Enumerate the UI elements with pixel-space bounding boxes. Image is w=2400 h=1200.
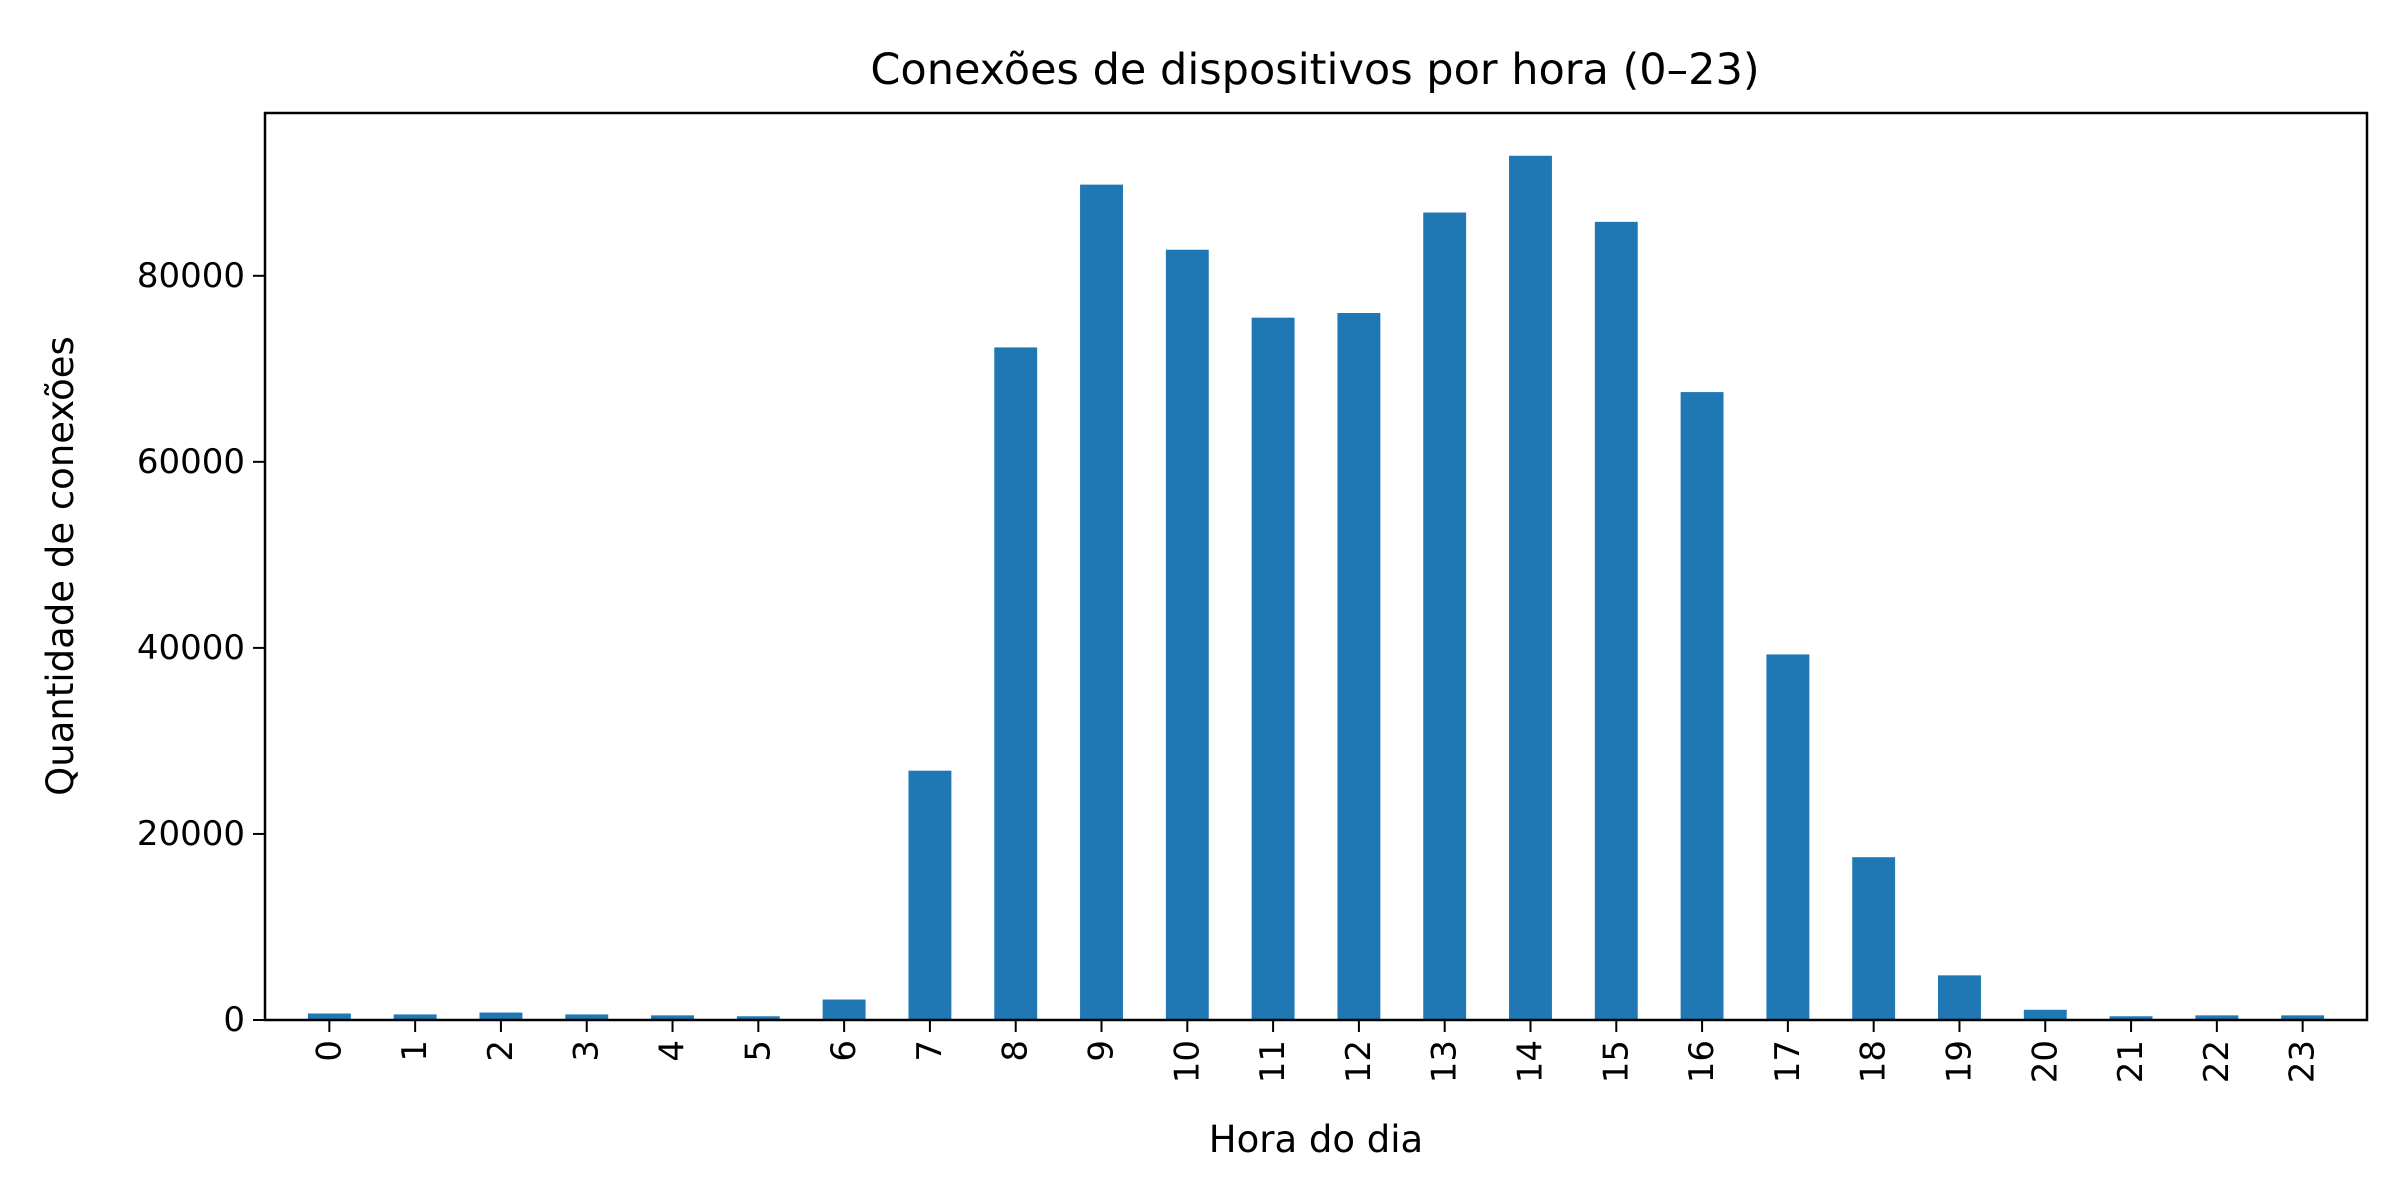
y-tick-label: 20000	[137, 814, 245, 854]
x-tick-label: 13	[1425, 1040, 1465, 1083]
y-tick-label: 40000	[137, 628, 245, 668]
x-tick-label: 21	[2111, 1040, 2151, 1083]
bar-hour-11	[1251, 317, 1295, 1020]
x-tick-label: 17	[1768, 1040, 1808, 1083]
plot-area-frame	[263, 111, 2369, 1022]
x-tick-label: 10	[1167, 1040, 1207, 1083]
bar-hour-13	[1423, 212, 1467, 1021]
x-tick-label: 1	[395, 1040, 435, 1062]
x-tick-label: 5	[738, 1040, 778, 1062]
y-tick-label: 60000	[137, 442, 245, 482]
bar-hour-9	[1080, 184, 1123, 1020]
x-tick-label: 20	[2025, 1040, 2065, 1083]
bar-hour-6	[822, 999, 866, 1020]
bar-hour-3	[565, 1014, 609, 1020]
y-axis-label: Quantidade de conexões	[39, 336, 82, 796]
bar-hour-22	[2195, 1015, 2239, 1020]
x-tick-label: 6	[824, 1040, 864, 1062]
x-tick-label: 7	[910, 1040, 950, 1062]
bar-hour-15	[1594, 221, 1638, 1021]
x-tick-label: 4	[653, 1040, 693, 1062]
bar-hour-14	[1509, 155, 1552, 1021]
x-tick-label: 0	[309, 1040, 349, 1062]
bar-hour-2	[479, 1012, 523, 1020]
x-tick-label: 23	[2283, 1040, 2323, 1083]
y-tick-label: 0	[223, 1000, 245, 1040]
bar-hour-12	[1337, 313, 1381, 1020]
x-axis-label: Hora do dia	[1209, 1118, 1423, 1161]
x-tick-label: 12	[1339, 1040, 1379, 1083]
x-tick-label: 16	[1682, 1040, 1722, 1083]
x-tick-label: 9	[1082, 1040, 1122, 1062]
bar-hour-4	[651, 1015, 694, 1020]
bars-group	[307, 155, 2325, 1021]
x-tick-label: 14	[1510, 1040, 1550, 1083]
bar-hour-7	[908, 770, 952, 1020]
bar-hour-18	[1852, 857, 1896, 1020]
bar-hour-8	[994, 347, 1038, 1020]
bar-hour-17	[1766, 654, 1810, 1020]
x-axis-ticks: 0 1 2 3 4 5 6 7 8 9 10 11 12 13 14 15 16 17 18 19 20 21 22 23	[309, 1020, 2323, 1083]
bar-hour-23	[2281, 1015, 2325, 1020]
x-tick-label: 19	[1939, 1040, 1979, 1083]
bar-hour-10	[1165, 249, 1209, 1020]
x-tick-label: 11	[1253, 1040, 1293, 1083]
y-tick-label: 80000	[137, 256, 245, 296]
x-tick-label: 15	[1596, 1040, 1636, 1083]
bar-hour-20	[2023, 1009, 2067, 1020]
bar-hour-21	[2109, 1016, 2153, 1020]
x-tick-label: 8	[996, 1040, 1036, 1062]
x-tick-label: 3	[567, 1040, 607, 1062]
y-axis-ticks: 0 20000 40000 60000 80000	[137, 256, 265, 1040]
bar-hour-16	[1680, 392, 1724, 1021]
chart-title: Conexões de dispositivos por hora (0–23)	[870, 45, 1759, 95]
x-tick-label: 18	[1854, 1040, 1894, 1083]
bar-hour-0	[307, 1013, 351, 1020]
bar-hour-1	[393, 1014, 437, 1020]
x-tick-label: 22	[2197, 1040, 2237, 1083]
bar-hour-19	[1938, 975, 1981, 1020]
x-tick-label: 2	[481, 1040, 521, 1062]
bar-hour-5	[736, 1016, 780, 1020]
